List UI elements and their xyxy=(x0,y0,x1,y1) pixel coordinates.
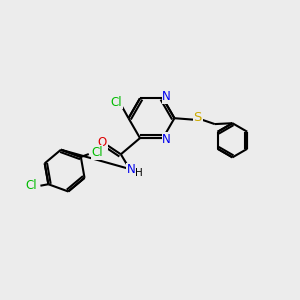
Text: H: H xyxy=(135,167,143,178)
Text: Cl: Cl xyxy=(26,179,38,192)
Text: S: S xyxy=(194,111,202,124)
Text: O: O xyxy=(98,136,107,149)
Text: Cl: Cl xyxy=(91,146,103,159)
Text: N: N xyxy=(162,133,171,146)
Text: N: N xyxy=(127,163,136,176)
Text: Cl: Cl xyxy=(110,95,122,109)
Text: N: N xyxy=(162,90,171,103)
